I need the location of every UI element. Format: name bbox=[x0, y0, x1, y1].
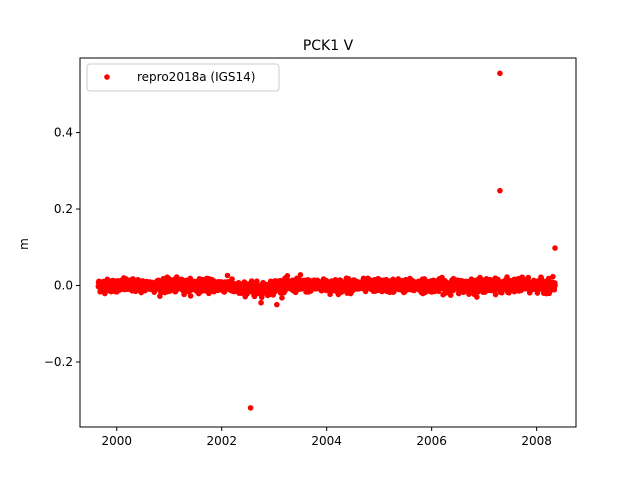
outlier-point bbox=[247, 405, 254, 411]
outlier-point bbox=[258, 299, 264, 306]
data-point bbox=[173, 274, 180, 280]
data-point bbox=[224, 272, 231, 279]
y-axis-label: m bbox=[17, 238, 31, 250]
data-point bbox=[492, 291, 499, 298]
data-point bbox=[552, 282, 558, 289]
y-tick-label: 0.0 bbox=[54, 279, 73, 293]
data-point bbox=[187, 293, 194, 299]
outlier-point bbox=[497, 187, 503, 194]
data-point bbox=[327, 291, 333, 298]
legend-box bbox=[86, 63, 280, 92]
data-point bbox=[525, 274, 532, 281]
y-tick-label: 0.4 bbox=[54, 126, 73, 140]
data-points bbox=[95, 70, 558, 411]
data-point bbox=[550, 273, 556, 280]
plot-frame bbox=[79, 57, 577, 428]
data-point bbox=[284, 273, 291, 279]
legend-marker bbox=[104, 74, 110, 80]
data-point bbox=[181, 291, 187, 298]
legend-label: repro2018a (IGS14) bbox=[137, 70, 255, 84]
data-point bbox=[447, 292, 454, 298]
outlier-point bbox=[552, 245, 558, 251]
outlier-point bbox=[274, 301, 280, 308]
data-point bbox=[279, 295, 285, 301]
data-point bbox=[474, 294, 480, 300]
data-point bbox=[229, 276, 235, 282]
data-point bbox=[498, 290, 505, 296]
legend: repro2018a (IGS14) bbox=[86, 63, 280, 92]
y-axis: −0.2 0.0 0.2 0.4 bbox=[44, 126, 80, 369]
x-tick-label: 2008 bbox=[521, 434, 552, 448]
x-tick-label: 2002 bbox=[206, 434, 237, 448]
y-tick-label: −0.2 bbox=[44, 355, 73, 369]
chart-title: PCK1 V bbox=[303, 38, 354, 54]
outlier-point bbox=[497, 70, 503, 77]
x-tick-label: 2006 bbox=[416, 434, 447, 448]
data-point bbox=[157, 293, 163, 299]
x-tick-label: 2004 bbox=[311, 434, 342, 448]
y-tick-label: 0.2 bbox=[54, 202, 73, 216]
data-point bbox=[254, 278, 260, 285]
x-axis: 2000 2002 2004 2006 2008 bbox=[101, 427, 552, 448]
outlier-point bbox=[297, 272, 304, 278]
x-tick-label: 2000 bbox=[101, 434, 132, 448]
